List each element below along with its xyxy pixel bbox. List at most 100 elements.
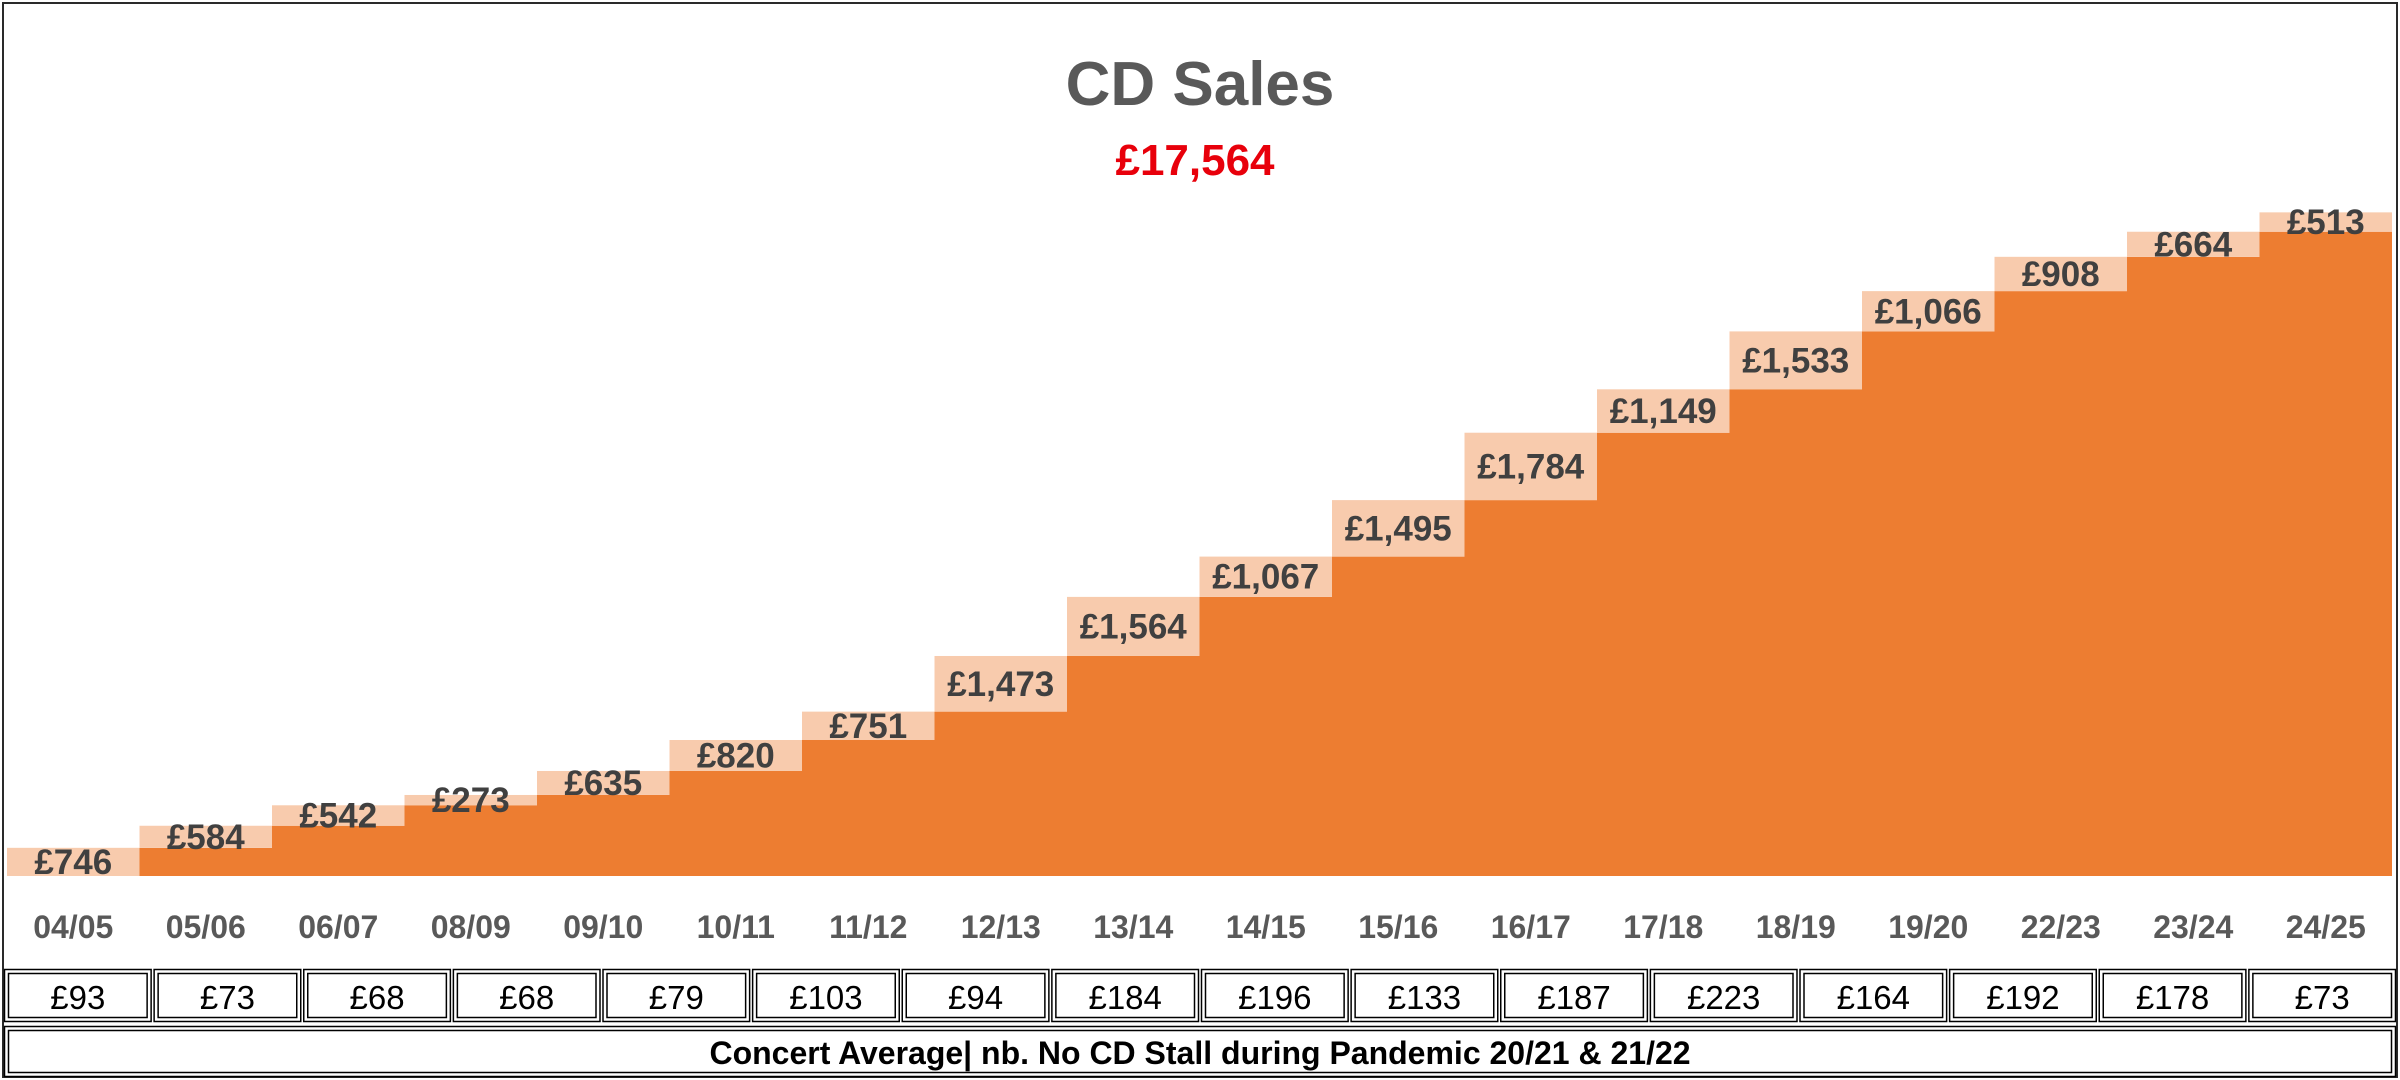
x-tick-label: 09/10 xyxy=(563,909,643,945)
table-cell-border-inner xyxy=(1952,972,2093,1019)
increment-block xyxy=(139,825,272,848)
data-label: £513 xyxy=(2287,203,2365,242)
data-label: £1,564 xyxy=(1080,607,1188,646)
data-label: £1,473 xyxy=(947,665,1054,704)
table-cell-border-outer xyxy=(1649,968,1798,1023)
table-cell-border-outer xyxy=(901,968,1050,1023)
concert-average-value: £68 xyxy=(350,979,405,1016)
table-cell-border-outer xyxy=(1799,968,1948,1023)
table-cell-border-outer xyxy=(3,968,152,1023)
table-cell-border-inner xyxy=(1653,972,1794,1019)
increment-block xyxy=(537,770,670,795)
table-cell-border-outer xyxy=(602,968,751,1023)
x-tick-label: 17/18 xyxy=(1623,909,1703,945)
concert-average-value: £223 xyxy=(1687,979,1760,1016)
increment-block xyxy=(1332,500,1465,557)
x-tick-label: 13/14 xyxy=(1093,909,1173,945)
table-cell-border-inner xyxy=(606,972,747,1019)
data-label: £542 xyxy=(299,797,377,836)
concert-average-value: £79 xyxy=(649,979,704,1016)
data-label: £751 xyxy=(829,707,907,746)
table-cell-border-outer xyxy=(1948,968,2097,1023)
table-cell-border-outer xyxy=(1051,968,1200,1023)
concert-average-value: £184 xyxy=(1088,979,1161,1016)
increment-block xyxy=(1464,432,1597,501)
chart-total: £17,564 xyxy=(1115,136,1275,185)
x-tick-label: 06/07 xyxy=(298,909,378,945)
x-tick-label: 23/24 xyxy=(2153,909,2233,945)
increment-block xyxy=(669,740,802,771)
table-cell-border-inner xyxy=(2102,972,2243,1019)
table-cell-border-inner xyxy=(157,972,298,1019)
table-cell-border-inner xyxy=(905,972,1046,1019)
data-label: £820 xyxy=(697,736,775,775)
table-cell-border-outer xyxy=(2248,968,2397,1023)
cumulative-area xyxy=(7,231,2392,876)
x-tick-label: 22/23 xyxy=(2021,909,2101,945)
increment-block xyxy=(7,847,140,876)
x-tick-label: 10/11 xyxy=(697,909,775,945)
data-label: £1,067 xyxy=(1212,558,1319,597)
data-label: £664 xyxy=(2154,225,2232,264)
x-tick-label: 18/19 xyxy=(1756,909,1836,945)
table-cell-border-inner xyxy=(2252,972,2393,1019)
data-label: £273 xyxy=(432,781,510,820)
data-labels: £746 £584 £542 £273 £635 £820 £751 £1,473 £1,564… xyxy=(34,203,2364,882)
concert-average-value: £196 xyxy=(1238,979,1311,1016)
data-label: £635 xyxy=(564,764,642,803)
table-cell-border-outer xyxy=(751,968,900,1023)
x-tick-label: 19/20 xyxy=(1888,909,1968,945)
table-cell-border-inner xyxy=(1504,972,1645,1019)
increment-block xyxy=(404,794,537,806)
concert-average-value: £133 xyxy=(1388,979,1461,1016)
x-tick-label: 04/05 xyxy=(33,909,113,945)
table-cell-border-outer xyxy=(452,968,601,1023)
increment-block xyxy=(2127,231,2260,257)
increment-block xyxy=(1729,331,1862,390)
increment-block xyxy=(1597,389,1730,433)
table-cell-border-inner xyxy=(1803,972,1944,1019)
table-cell-border-outer xyxy=(153,968,302,1023)
x-axis-ticks: 04/05 05/06 06/07 08/09 09/10 10/11 11/12 12/13… xyxy=(33,909,2366,945)
increment-block xyxy=(272,805,405,826)
increment-block xyxy=(1067,596,1200,656)
table-cell-border-outer xyxy=(303,968,452,1023)
data-label: £746 xyxy=(34,843,112,882)
concert-average-value: £68 xyxy=(499,979,554,1016)
table-cell-border-inner xyxy=(7,972,148,1019)
table-cell-border-inner xyxy=(755,972,896,1019)
concert-average-value: £94 xyxy=(948,979,1003,1016)
increment-block xyxy=(934,655,1067,712)
x-tick-label: 11/12 xyxy=(829,909,907,945)
data-label: £1,495 xyxy=(1345,509,1452,548)
concert-average-value: £178 xyxy=(2136,979,2209,1016)
increment-block xyxy=(1199,556,1332,597)
table-cell-border-outer xyxy=(2098,968,2247,1023)
concert-average-value: £93 xyxy=(50,979,105,1016)
concert-average-value: £187 xyxy=(1537,979,1610,1016)
x-tick-label: 15/16 xyxy=(1358,909,1438,945)
concert-average-value: £103 xyxy=(789,979,862,1016)
table-note: Concert Average| nb. No CD Stall during … xyxy=(709,1035,1690,1071)
data-label: £1,784 xyxy=(1477,447,1585,486)
data-label: £584 xyxy=(167,818,245,857)
data-label: £908 xyxy=(2022,255,2100,294)
x-tick-label: 24/25 xyxy=(2286,909,2366,945)
table-cell-border-inner xyxy=(1204,972,1345,1019)
concert-average-value: £192 xyxy=(1986,979,2059,1016)
area-layer xyxy=(7,212,2392,876)
data-label: £1,149 xyxy=(1610,392,1717,431)
table-cell-border-inner xyxy=(307,972,448,1019)
data-label: £1,066 xyxy=(1875,292,1982,331)
concert-average-table: £93 £73 £68 £68 £79 £103 £94 £184 £196 £133 £187 £2… xyxy=(3,968,2397,1078)
increment-block xyxy=(2259,212,2392,232)
concert-average-value: £164 xyxy=(1837,979,1910,1016)
x-tick-label: 14/15 xyxy=(1226,909,1306,945)
increment-block xyxy=(1994,256,2127,292)
increment-block xyxy=(802,711,935,740)
note-border-outer xyxy=(3,1025,2397,1078)
x-tick-label: 05/06 xyxy=(166,909,246,945)
table-cell-border-outer xyxy=(1200,968,1349,1023)
table-cell-border-inner xyxy=(1354,972,1495,1019)
